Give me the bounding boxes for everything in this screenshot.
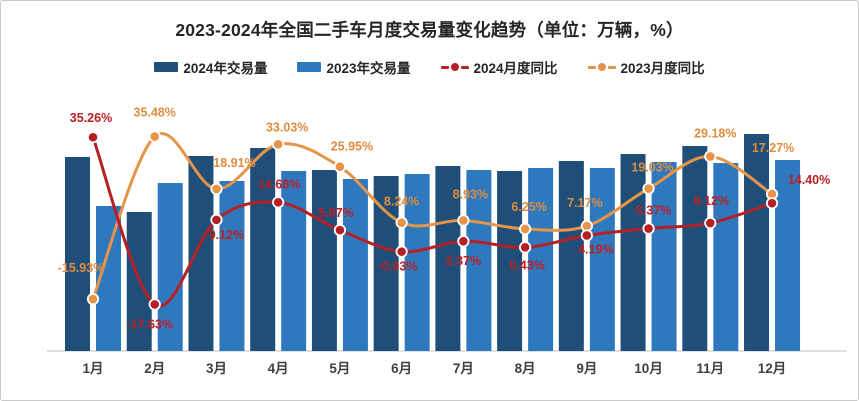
bar-2023-4月: [281, 171, 307, 351]
value-label-2024-7月: 2.37%: [446, 254, 481, 268]
marker-2024-12月: [765, 197, 779, 210]
legend-line-swatch-2024-yoy: [440, 63, 469, 71]
value-label-2023-11月: 29.18%: [694, 126, 736, 140]
x-tick-7月: 7月: [453, 361, 474, 376]
marker-2024-7月: [457, 235, 470, 248]
bar-2024-11月: [682, 146, 708, 351]
legend-label-2023-yoy: 2023月度同比: [620, 61, 705, 76]
marker-2023-3月: [210, 182, 223, 196]
x-tick-12月: 12月: [758, 361, 787, 376]
bar-2024-8月: [497, 171, 523, 351]
value-label-2024-9月: 4.19%: [578, 242, 613, 256]
bar-2024-10月: [620, 154, 646, 351]
x-tick-2月: 2月: [144, 361, 165, 376]
legend-label-2023-volume: 2023年交易量: [326, 61, 411, 76]
value-label-2023-1月: -15.93%: [58, 261, 105, 275]
value-label-2024-11月: 8.12%: [694, 194, 729, 208]
marker-2024-10月: [642, 222, 655, 235]
value-label-2023-5月: 25.95%: [331, 140, 373, 154]
value-label-2023-10月: 19.03%: [631, 161, 673, 175]
value-label-2024-2月: -17.63%: [126, 317, 173, 331]
marker-2023-1月: [86, 292, 100, 306]
bar-2024-1月: [65, 157, 90, 351]
x-tick-11月: 11月: [696, 361, 724, 376]
value-label-2024-4月: 14.68%: [258, 177, 300, 191]
marker-2024-4月: [272, 196, 285, 209]
x-tick-10月: 10月: [634, 361, 663, 376]
x-tick-3月: 3月: [206, 361, 227, 376]
value-label-2024-8月: 0.43%: [509, 258, 544, 272]
legend-item-2023-yoy: 2023月度同比: [587, 57, 705, 77]
value-label-2023-9月: 7.17%: [567, 196, 602, 210]
bar-2024-5月: [311, 170, 337, 351]
value-label-2023-12月: 17.27%: [752, 141, 794, 155]
marker-2024-9月: [580, 229, 593, 242]
bar-2023-11月: [713, 163, 739, 351]
marker-2023-5月: [333, 160, 347, 173]
marker-2023-6月: [395, 216, 408, 229]
legend-item-2024-yoy: 2024月度同比: [440, 57, 558, 77]
bar-2023-6月: [404, 174, 430, 351]
value-label-2023-8月: 6.25%: [511, 200, 546, 214]
legend-item-2023-volume: 2023年交易量: [297, 57, 411, 77]
value-label-2024-12月: 14.40%: [788, 173, 830, 187]
value-label-2023-3月: 18.91%: [213, 156, 255, 170]
marker-2023-2月: [148, 130, 161, 143]
bar-2024-12月: [744, 134, 770, 351]
bar-2024-3月: [188, 156, 214, 351]
marker-2024-6月: [395, 245, 408, 258]
marker-2024-2月: [148, 298, 161, 311]
marker-2023-7月: [457, 214, 470, 227]
bar-2023-8月: [528, 168, 554, 351]
x-tick-4月: 4月: [268, 361, 289, 376]
legend: 2024年交易量 2023年交易量 2024月度同比 2023月度同比: [1, 57, 858, 77]
marker-2024-1月: [86, 131, 100, 144]
x-tick-5月: 5月: [329, 361, 350, 376]
legend-line-swatch-2023-yoy: [587, 63, 616, 71]
value-label-2024-3月: 9.12%: [209, 228, 244, 242]
bar-2024-4月: [250, 148, 276, 351]
legend-item-2024-volume: 2024年交易量: [154, 57, 267, 77]
bar-2023-5月: [342, 179, 368, 351]
marker-2023-10月: [642, 182, 655, 195]
value-label-2023-6月: 8.24%: [384, 195, 419, 209]
bar-2024-9月: [558, 161, 584, 351]
marker-2023-8月: [519, 222, 532, 236]
marker-2023-4月: [272, 138, 285, 151]
x-tick-9月: 9月: [576, 361, 597, 376]
legend-label-2024-yoy: 2024月度同比: [473, 61, 558, 76]
x-tick-1月: 1月: [82, 361, 103, 376]
bar-2023-9月: [589, 168, 615, 351]
bar-2023-12月: [775, 160, 801, 351]
marker-2024-8月: [519, 241, 532, 254]
value-label-2023-4月: 33.03%: [266, 120, 308, 134]
value-label-2024-5月: 5.87%: [318, 206, 353, 220]
value-label-2023-7月: 8.93%: [453, 187, 488, 201]
value-label-2024-6月: -0.93%: [378, 260, 418, 274]
marker-2023-11月: [704, 150, 717, 163]
x-tick-6月: 6月: [391, 361, 412, 376]
value-label-2024-1月: 35.26%: [70, 111, 112, 125]
bar-2023-7月: [466, 170, 492, 351]
legend-bar-swatch-2023: [297, 62, 322, 72]
chart-title: 2023-2024年全国二手车月度交易量变化趋势（单位：万辆，%）: [175, 20, 684, 40]
bar-2023-10月: [651, 162, 677, 351]
value-label-2023-2月: 35.48%: [134, 106, 176, 120]
legend-bar-swatch-2024: [154, 62, 179, 72]
value-label-2024-10月: 6.37%: [636, 204, 671, 218]
legend-label-2024-volume: 2024年交易量: [183, 61, 268, 76]
bar-2023-2月: [157, 183, 183, 351]
bar-2024-7月: [435, 166, 461, 351]
marker-2024-11月: [704, 216, 717, 230]
marker-2024-5月: [333, 224, 347, 237]
x-tick-8月: 8月: [515, 361, 536, 376]
marker-2024-3月: [210, 213, 223, 226]
